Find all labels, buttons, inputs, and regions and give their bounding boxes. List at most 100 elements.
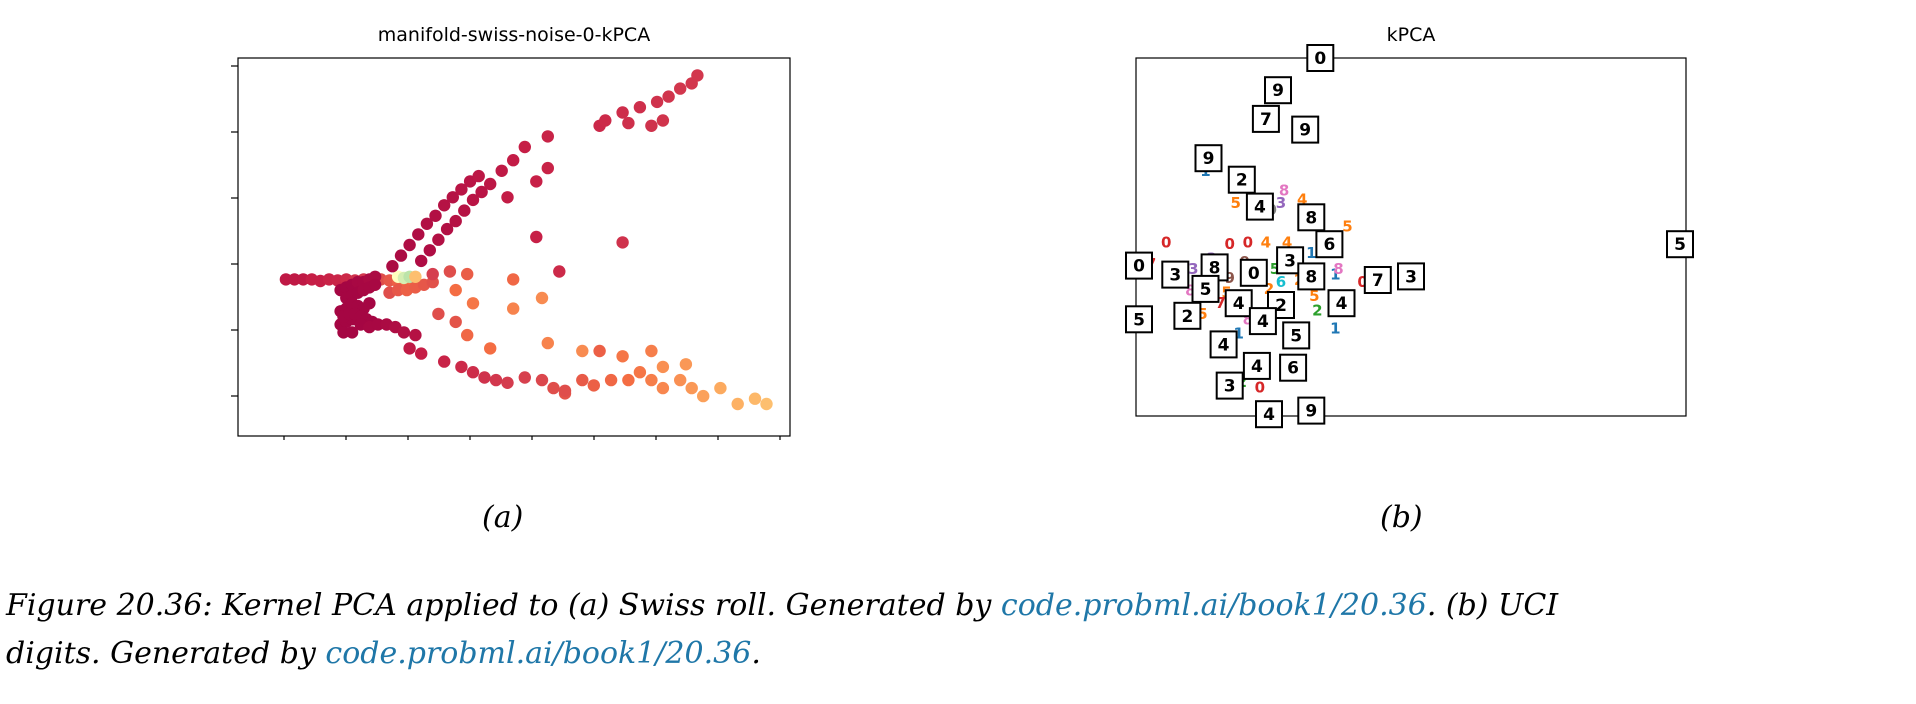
digit-label: 0 — [1224, 235, 1234, 253]
scatter-point — [461, 328, 474, 342]
scatter-point — [288, 273, 301, 286]
digit-thumbnail: 7 — [1363, 266, 1392, 294]
svg-text:0: 0 — [1314, 49, 1326, 69]
plot-a-points — [279, 69, 773, 411]
caption-link[interactable]: code.probml.ai/book1/20.36 — [1000, 588, 1427, 623]
svg-text:8: 8 — [1305, 267, 1317, 287]
scatter-point — [622, 373, 635, 387]
scatter-point — [484, 342, 497, 355]
scatter-point — [438, 355, 451, 368]
caption-text: Figure 20.36: Kernel PCA applied to (a) … — [6, 588, 1001, 623]
scatter-point — [495, 164, 508, 177]
scatter-point — [415, 254, 428, 268]
scatter-point — [466, 297, 480, 310]
svg-text:3: 3 — [1224, 377, 1236, 397]
digit-thumbnail: 8 — [1297, 203, 1326, 232]
scatter-point — [455, 183, 468, 196]
svg-text:3: 3 — [1169, 266, 1181, 286]
digit-label: 0 — [1243, 233, 1253, 251]
digit-label: 1 — [1233, 325, 1243, 343]
scatter-point — [714, 381, 727, 395]
scatter-point — [530, 175, 543, 188]
scatter-point — [697, 389, 710, 403]
svg-text:4: 4 — [1233, 294, 1245, 314]
scatter-point — [645, 344, 658, 358]
scatter-point — [656, 114, 670, 127]
digit-label: 3 — [1188, 260, 1198, 278]
svg-text:4: 4 — [1336, 294, 1348, 314]
svg-text:9: 9 — [1203, 149, 1215, 169]
scatter-point — [458, 204, 471, 217]
scatter-point — [558, 384, 572, 397]
caption-link[interactable]: code.probml.ai/book1/20.36 — [325, 636, 752, 671]
svg-text:0: 0 — [1133, 257, 1145, 277]
scatter-point — [478, 371, 491, 384]
digit-label: 7 — [1215, 294, 1225, 312]
scatter-point — [501, 191, 514, 204]
svg-text:9: 9 — [1272, 81, 1284, 101]
scatter-point — [587, 379, 600, 392]
digit-label: 4 — [1297, 190, 1307, 208]
plot-a-frame — [237, 57, 791, 437]
digit-label: 1 — [1306, 244, 1316, 262]
scatter-point — [412, 228, 425, 241]
scatter-point — [371, 318, 385, 331]
digit-thumbnail: 5 — [1125, 305, 1153, 334]
scatter-point — [518, 140, 531, 154]
scatter-point — [656, 381, 670, 395]
scatter-point — [691, 69, 704, 82]
svg-text:5: 5 — [1133, 310, 1145, 330]
scatter-point — [553, 265, 566, 278]
digit-label: 6 — [1276, 273, 1286, 291]
scatter-point — [394, 249, 408, 262]
subfigure-b-label: (b) — [1380, 500, 1423, 535]
plot-b-title: kPCA — [1387, 24, 1436, 46]
digit-thumbnail: 7 — [1251, 104, 1280, 133]
scatter-point — [674, 373, 687, 387]
scatter-point — [449, 315, 462, 329]
scatter-point — [403, 238, 416, 252]
digit-thumbnail: 0 — [1125, 251, 1153, 280]
scatter-point — [426, 267, 439, 281]
caption-text: digits. Generated by — [6, 636, 326, 671]
scatter-point — [397, 326, 411, 339]
digits-kpca-plot: kPCA 18539450004437395218085752581120367… — [1125, 24, 1694, 429]
digit-label: 5 — [1342, 217, 1352, 235]
svg-text:6: 6 — [1287, 359, 1299, 379]
scatter-point — [438, 199, 451, 212]
plot-b-frame — [1135, 57, 1687, 417]
subfigure-a-label: (a) — [482, 500, 524, 535]
svg-text:4: 4 — [1257, 312, 1269, 332]
digit-label: 4 — [1282, 233, 1292, 251]
scatter-point — [279, 273, 293, 286]
svg-text:2: 2 — [1181, 307, 1193, 327]
digit-thumbnail: 3 — [1215, 371, 1244, 400]
digit-label: 5 — [1270, 260, 1280, 278]
digit-thumbnail: 5 — [1282, 321, 1311, 350]
scatter-point — [455, 360, 468, 374]
svg-text:9: 9 — [1299, 121, 1311, 141]
digit-thumbnail: 4 — [1245, 192, 1274, 221]
scatter-point — [466, 193, 480, 207]
svg-text:7: 7 — [1372, 271, 1384, 291]
scatter-point — [461, 267, 474, 281]
scatter-point — [535, 291, 549, 305]
scatter-point — [409, 328, 422, 342]
scatter-point — [449, 283, 462, 297]
digit-thumbnail: 4 — [1255, 400, 1283, 429]
digit-thumbnail: 2 — [1173, 301, 1202, 330]
digit-thumbnail: 5 — [1191, 274, 1220, 303]
scatter-point — [391, 283, 405, 297]
scatter-point — [633, 366, 647, 379]
scatter-point — [386, 260, 399, 273]
scatter-point — [599, 114, 612, 127]
scatter-point — [443, 265, 457, 278]
digit-label: 8 — [1243, 310, 1253, 328]
svg-text:3: 3 — [1284, 251, 1296, 271]
svg-text:4: 4 — [1218, 335, 1230, 355]
plot-a-ticks — [231, 65, 781, 440]
scatter-point — [662, 90, 675, 103]
digit-thumbnail: 6 — [1315, 230, 1344, 259]
scatter-point — [547, 381, 560, 395]
scatter-point — [685, 381, 698, 395]
